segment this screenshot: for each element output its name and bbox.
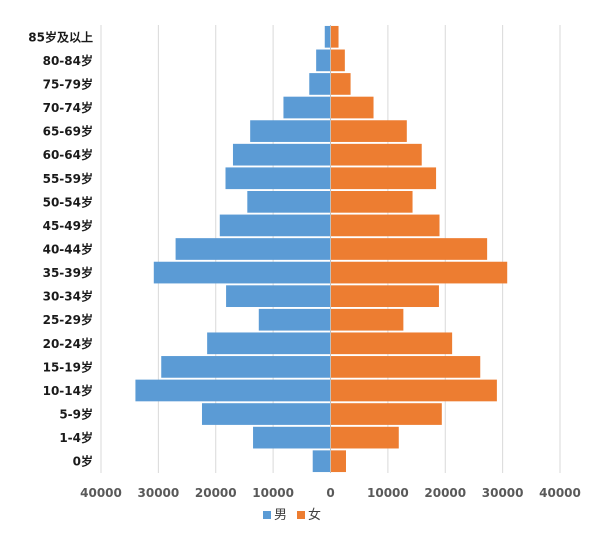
x-tick-label: 10000 — [367, 486, 409, 500]
bar-female — [330, 261, 508, 284]
legend-label-male: 男 — [274, 508, 287, 523]
bar-female — [330, 73, 351, 95]
category-label: 70-74岁 — [43, 100, 93, 115]
x-tick-label: 20000 — [195, 486, 237, 500]
category-labels: 85岁及以上 80-84岁 75-79岁 70-74岁 65-69岁 60-64岁 55-5… — [28, 29, 93, 468]
bar-male — [309, 73, 331, 95]
bar-male — [258, 308, 331, 331]
category-label: 30-34岁 — [43, 289, 93, 304]
bar-female — [330, 190, 413, 213]
bar-male — [250, 120, 331, 142]
bar-male — [232, 143, 331, 166]
bar-female — [330, 356, 481, 378]
bar-male — [324, 25, 331, 48]
bar-female — [330, 332, 453, 355]
category-label: 1-4岁 — [59, 430, 93, 445]
x-tick-label: 10000 — [252, 486, 294, 500]
bar-female — [330, 120, 407, 142]
category-label: 50-54岁 — [43, 194, 93, 209]
bar-male — [226, 285, 331, 308]
bar-male — [219, 214, 331, 237]
category-label: 85岁及以上 — [28, 29, 93, 44]
bar-male — [201, 403, 331, 425]
bar-female — [330, 308, 404, 331]
bar-female — [330, 25, 339, 48]
category-label: 15-19岁 — [43, 359, 93, 374]
bar-female — [330, 143, 422, 166]
bar-female — [330, 238, 488, 260]
category-label: 35-39岁 — [43, 265, 93, 280]
bar-male — [153, 261, 331, 284]
bar-male — [135, 379, 331, 402]
legend-label-female: 女 — [308, 507, 321, 523]
category-label: 45-49岁 — [43, 218, 93, 233]
bar-male — [316, 49, 331, 72]
bar-male — [175, 238, 331, 260]
category-label: 20-24岁 — [43, 336, 93, 351]
category-label: 10-14岁 — [43, 383, 93, 398]
category-label: 0岁 — [73, 454, 93, 469]
category-label: 80-84岁 — [43, 53, 93, 68]
bar-male — [207, 332, 331, 355]
x-tick-label: 40000 — [539, 486, 581, 500]
category-label: 60-64岁 — [43, 147, 93, 162]
bar-female — [330, 285, 439, 308]
bar-female — [330, 214, 440, 237]
category-label: 40-44岁 — [43, 242, 93, 257]
x-tick-label: 0 — [326, 486, 334, 500]
bar-male — [283, 96, 331, 119]
bar-female — [330, 379, 497, 402]
bar-female — [330, 426, 399, 449]
x-tick-label: 30000 — [482, 486, 524, 500]
x-tick-label: 30000 — [138, 486, 180, 500]
bar-female — [330, 96, 374, 119]
category-label: 55-59岁 — [43, 171, 93, 186]
x-tick-label: 40000 — [80, 486, 122, 500]
category-label: 65-69岁 — [43, 124, 93, 139]
legend: 男女 — [263, 507, 321, 523]
category-label: 75-79岁 — [43, 76, 93, 91]
bar-male — [253, 426, 331, 449]
bar-male — [312, 450, 331, 473]
legend-swatch-male — [263, 511, 271, 519]
category-label: 5-9岁 — [59, 407, 93, 422]
bars-layer — [135, 25, 508, 473]
bar-male — [161, 356, 331, 378]
category-label: 25-29岁 — [43, 312, 93, 327]
bar-female — [330, 450, 346, 473]
bar-female — [330, 403, 442, 425]
bar-male — [247, 190, 331, 213]
bar-male — [225, 167, 331, 190]
legend-swatch-female — [297, 511, 305, 519]
bar-female — [330, 167, 437, 190]
x-tick-label: 20000 — [424, 486, 466, 500]
x-tick-labels: 40000 30000 20000 10000 0 10000 20000 30000 4000… — [80, 486, 581, 500]
bar-female — [330, 49, 345, 72]
